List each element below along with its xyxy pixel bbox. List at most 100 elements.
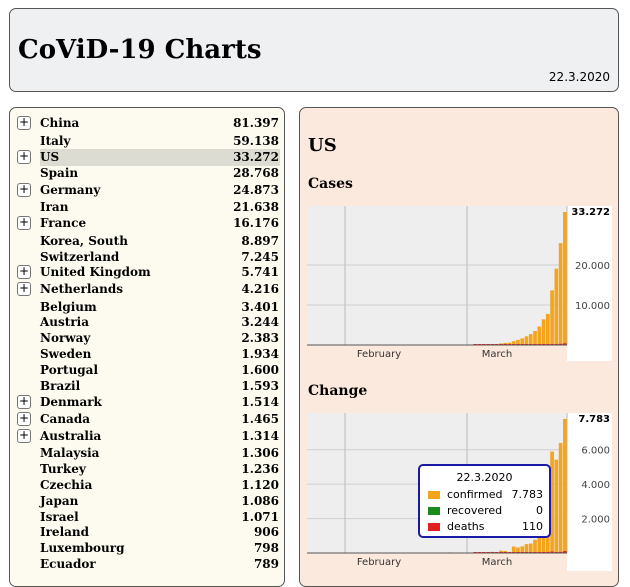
x-tick-label: March	[482, 557, 512, 568]
confirmed-bar	[559, 243, 563, 345]
detail-country-title: US	[308, 135, 337, 156]
country-name: Portugal	[40, 363, 98, 377]
max-value-label: 33.272	[571, 207, 610, 218]
cases-section-title: Cases	[308, 176, 353, 192]
app-title: CoViD-19 Charts	[18, 35, 261, 65]
expand-button[interactable]: +	[17, 429, 31, 443]
confirmed-bar	[563, 212, 567, 345]
country-row[interactable]: Brazil 1.593	[15, 378, 281, 394]
country-row[interactable]: + France 16.176	[15, 215, 281, 231]
country-name: Italy	[40, 134, 70, 148]
confirmed-bar	[555, 460, 559, 553]
country-case-count: 789	[254, 557, 279, 571]
country-case-count: 8.897	[241, 234, 279, 248]
country-name: US	[40, 150, 59, 164]
country-case-count: 28.768	[233, 166, 279, 180]
country-case-count: 16.176	[233, 216, 279, 230]
country-row[interactable]: Czechia 1.120	[15, 477, 281, 493]
tooltip-row-confirmed: confirmed 7.783	[428, 488, 543, 502]
max-value-label: 7.783	[578, 414, 610, 425]
expand-button[interactable]: +	[17, 395, 31, 409]
country-case-count: 1.314	[241, 429, 279, 443]
confirmed-swatch	[428, 491, 440, 499]
confirmed-bar	[537, 326, 541, 345]
country-name: Denmark	[40, 395, 102, 409]
expand-button[interactable]: +	[17, 216, 31, 230]
country-name: Germany	[40, 183, 100, 197]
country-name: Israel	[40, 510, 79, 524]
country-case-count: 21.638	[233, 200, 279, 214]
confirmed-bar	[542, 319, 546, 345]
expand-button[interactable]: +	[17, 116, 31, 130]
country-name: Czechia	[40, 478, 92, 492]
country-case-count: 24.873	[233, 183, 279, 197]
tooltip-label: confirmed	[447, 488, 502, 501]
country-case-count: 1.306	[241, 446, 279, 460]
country-case-count: 3.401	[241, 300, 279, 314]
country-row[interactable]: Belgium 3.401	[15, 299, 281, 315]
country-name: France	[40, 216, 86, 230]
country-name: Australia	[40, 429, 101, 443]
tooltip-label: recovered	[447, 504, 502, 517]
country-case-count: 1.600	[241, 363, 279, 377]
confirmed-bar	[550, 290, 554, 345]
country-name: Norway	[40, 331, 90, 345]
expand-button[interactable]: +	[17, 282, 31, 296]
country-case-count: 1.236	[241, 462, 279, 476]
country-name: Luxembourg	[40, 541, 124, 555]
expand-button[interactable]: +	[17, 183, 31, 197]
country-name: Brazil	[40, 379, 80, 393]
plot-background	[307, 206, 567, 345]
tooltip-date: 22.3.2020	[420, 471, 549, 484]
confirmed-bar	[533, 331, 537, 345]
y-tick-label: 4.000	[581, 480, 610, 491]
country-row[interactable]: + Australia 1.314	[15, 428, 281, 444]
country-name: Iran	[40, 200, 68, 214]
y-tick-label: 10.000	[575, 301, 610, 312]
country-name: Ireland	[40, 525, 89, 539]
expand-button[interactable]: +	[17, 265, 31, 279]
x-tick-label: March	[482, 349, 512, 360]
country-row[interactable]: Spain 28.768	[15, 165, 281, 181]
country-name: Spain	[40, 166, 78, 180]
country-name: Belgium	[40, 300, 97, 314]
confirmed-bar	[563, 419, 567, 553]
chart-tooltip: 22.3.2020 confirmed 7.783 recovered 0 de…	[418, 464, 551, 538]
expand-button[interactable]: +	[17, 150, 31, 164]
country-row[interactable]: Portugal 1.600	[15, 362, 281, 378]
expand-button[interactable]: +	[17, 412, 31, 426]
x-tick-label: February	[357, 349, 401, 360]
country-name: Switzerland	[40, 250, 119, 264]
country-name: Austria	[40, 315, 89, 329]
confirmed-bar	[546, 314, 550, 345]
country-row[interactable]: Iran 21.638	[15, 199, 281, 215]
country-case-count: 1.465	[241, 412, 279, 426]
country-name: Japan	[40, 494, 78, 508]
country-case-count: 4.216	[241, 282, 279, 296]
country-case-count: 1.593	[241, 379, 279, 393]
country-row[interactable]: + Germany 24.873	[15, 182, 281, 198]
country-case-count: 1.120	[241, 478, 279, 492]
